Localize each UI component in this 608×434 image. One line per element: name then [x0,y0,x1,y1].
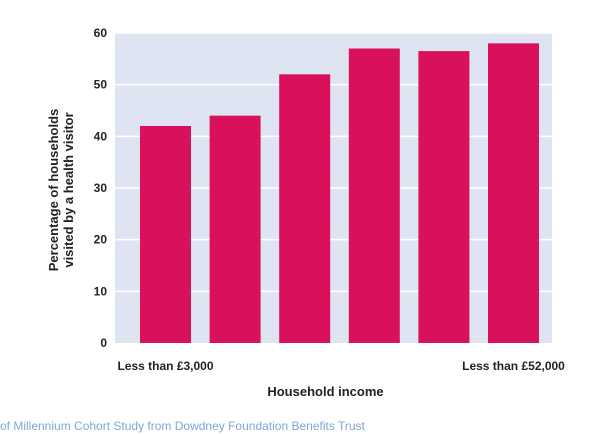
y-axis-ticks: 0 10 20 30 40 50 60 [94,26,108,350]
bar [418,51,470,343]
source-caption: of Millennium Cohort Study from Dowdney … [0,419,365,433]
bar [279,74,331,343]
y-tick-label: 50 [94,78,108,92]
bar [348,48,400,343]
y-tick-label: 60 [94,26,108,40]
y-tick-label: 40 [94,129,108,143]
y-axis-title-line: visited by a health visitor [61,112,76,267]
y-axis-title: Percentage of householdsvisited by a hea… [46,109,76,272]
bar [488,43,539,343]
bars [140,43,539,344]
y-axis-title-line: Percentage of households [46,109,61,272]
y-tick-label: 20 [94,233,108,247]
y-tick-label: 0 [100,336,107,350]
y-tick-label: 30 [94,181,108,195]
x-category-label: Less than £3,000 [117,359,213,373]
bar [209,115,261,344]
x-category-label: Less than £52,000 [462,359,565,373]
y-tick-label: 10 [94,284,108,298]
x-axis-category-labels: Less than £3,000 Less than £52,000 [117,359,565,373]
bar [140,126,191,343]
x-axis-title: Household income [267,384,383,399]
